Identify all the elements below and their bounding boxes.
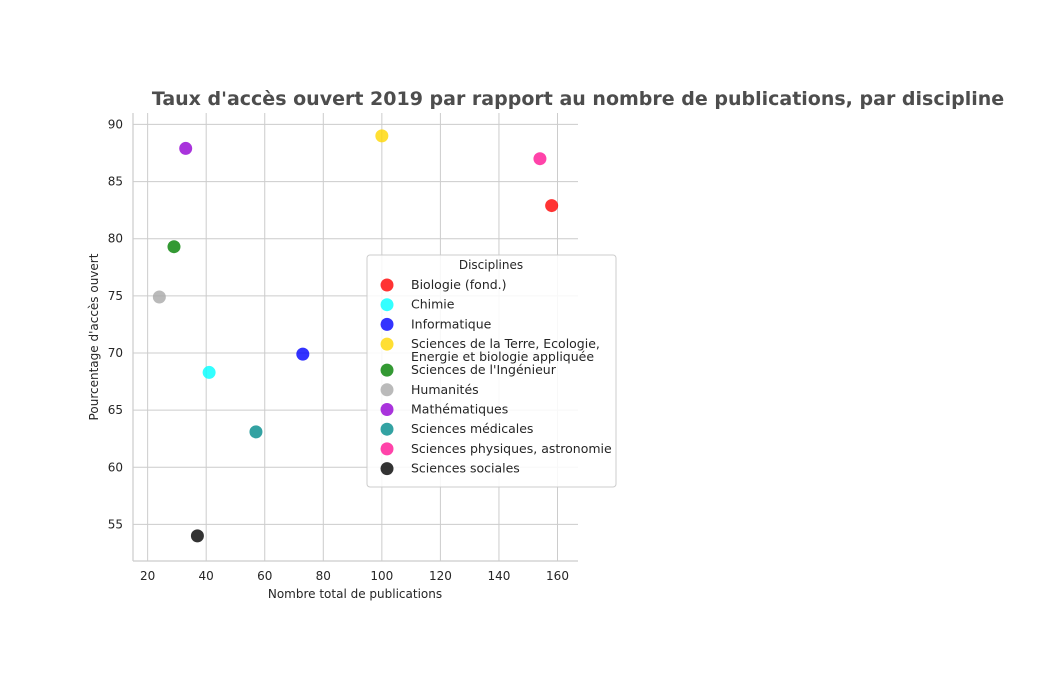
x-axis-label: Nombre total de publications — [268, 587, 442, 601]
legend-marker — [380, 363, 394, 377]
data-point — [152, 290, 166, 304]
legend-marker — [380, 442, 394, 456]
legend-items: Biologie (fond.) Chimie Informatique Scienc… — [380, 277, 612, 476]
axes-spines — [132, 113, 578, 562]
x-axis-ticks: 20 40 60 80 100 120 140 160 — [140, 569, 569, 583]
legend-label: Chimie — [411, 297, 455, 312]
y-tick-label: 85 — [108, 175, 123, 189]
y-tick-label: 80 — [108, 232, 123, 246]
legend-label: Sciences de l'Ingénieur — [411, 362, 557, 377]
legend-marker — [380, 317, 394, 331]
x-tick-label: 100 — [370, 569, 393, 583]
legend-label: Mathématiques — [411, 402, 508, 417]
x-tick-label: 40 — [199, 569, 214, 583]
y-tick-label: 90 — [108, 117, 123, 131]
data-point — [167, 240, 181, 254]
y-tick-label: 75 — [108, 289, 123, 303]
legend-marker — [380, 403, 394, 416]
x-tick-label: 80 — [316, 569, 331, 583]
legend-label: Biologie (fond.) — [411, 277, 507, 292]
legend-label: Humanités — [411, 382, 479, 397]
y-axis-label: Pourcentage d'accès ouvert — [87, 253, 101, 420]
legend-label: Sciences médicales — [411, 421, 533, 436]
y-axis-ticks: 55 60 65 70 75 80 85 90 — [108, 117, 123, 531]
x-tick-label: 20 — [140, 569, 155, 583]
legend-label: Sciences physiques, astronomie — [411, 441, 612, 456]
data-point — [202, 365, 216, 379]
data-point — [375, 129, 389, 143]
legend-marker — [380, 462, 394, 476]
chart-title: Taux d'accès ouvert 2019 par rapport au … — [152, 88, 1004, 110]
y-tick-label: 60 — [108, 460, 123, 474]
legend-title: Disciplines — [459, 258, 523, 272]
x-tick-label: 160 — [546, 569, 569, 583]
legend-marker — [380, 422, 394, 436]
data-point — [249, 425, 263, 439]
y-tick-label: 55 — [108, 517, 123, 531]
legend-label: Informatique — [411, 316, 492, 331]
data-point — [190, 529, 204, 543]
legend-label: Sciences sociales — [411, 461, 520, 476]
data-point — [179, 141, 193, 155]
legend-marker — [380, 383, 394, 397]
legend-marker — [380, 337, 394, 351]
x-tick-label: 60 — [257, 569, 272, 583]
x-tick-label: 140 — [488, 569, 511, 583]
legend-marker — [380, 298, 394, 312]
data-point — [545, 199, 559, 213]
y-tick-label: 70 — [108, 346, 123, 360]
legend-label: Sciences de la Terre, Ecologie, Energie e… — [411, 336, 600, 364]
y-tick-label: 65 — [108, 403, 123, 417]
data-points — [152, 129, 559, 543]
x-tick-label: 120 — [429, 569, 452, 583]
legend: Disciplines Biologie (fond.) Chimie Inform… — [366, 254, 617, 488]
legend-marker — [380, 278, 394, 292]
legend-box — [366, 254, 617, 488]
data-point — [296, 347, 310, 361]
data-point — [533, 152, 547, 166]
